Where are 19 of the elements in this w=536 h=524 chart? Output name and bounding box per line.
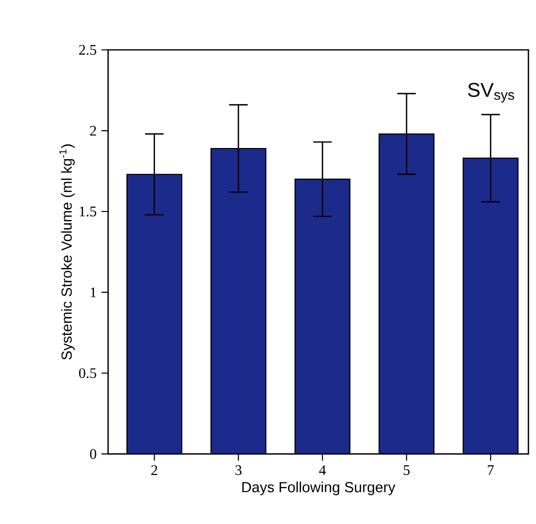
x-tick-label: 7 — [488, 465, 494, 475]
x-axis-title: Days Following Surgery — [242, 482, 396, 496]
y-tick-label: 2 — [90, 126, 96, 136]
y-tick-label: 0.5 — [79, 368, 96, 378]
x-tick-label: 2 — [151, 465, 158, 476]
annotation: SV$_{sys}$ — [468, 82, 514, 103]
y-tick-label: 0 — [90, 449, 96, 459]
y-tick-label: 2.5 — [79, 45, 96, 55]
x-tick-label: 5 — [404, 465, 410, 476]
bar — [295, 179, 350, 454]
y-axis-title: Systemic Stroke Volume (ml kg$^{-1}$) — [59, 144, 75, 360]
bar — [126, 174, 182, 454]
bar — [211, 148, 266, 454]
bar — [379, 134, 434, 454]
y-tick-label: 1 — [90, 288, 96, 298]
y-tick-label: 1.5 — [80, 206, 96, 216]
x-tick-label: 4 — [319, 465, 326, 475]
x-tick-label: 3 — [235, 465, 242, 476]
bar — [462, 158, 519, 454]
